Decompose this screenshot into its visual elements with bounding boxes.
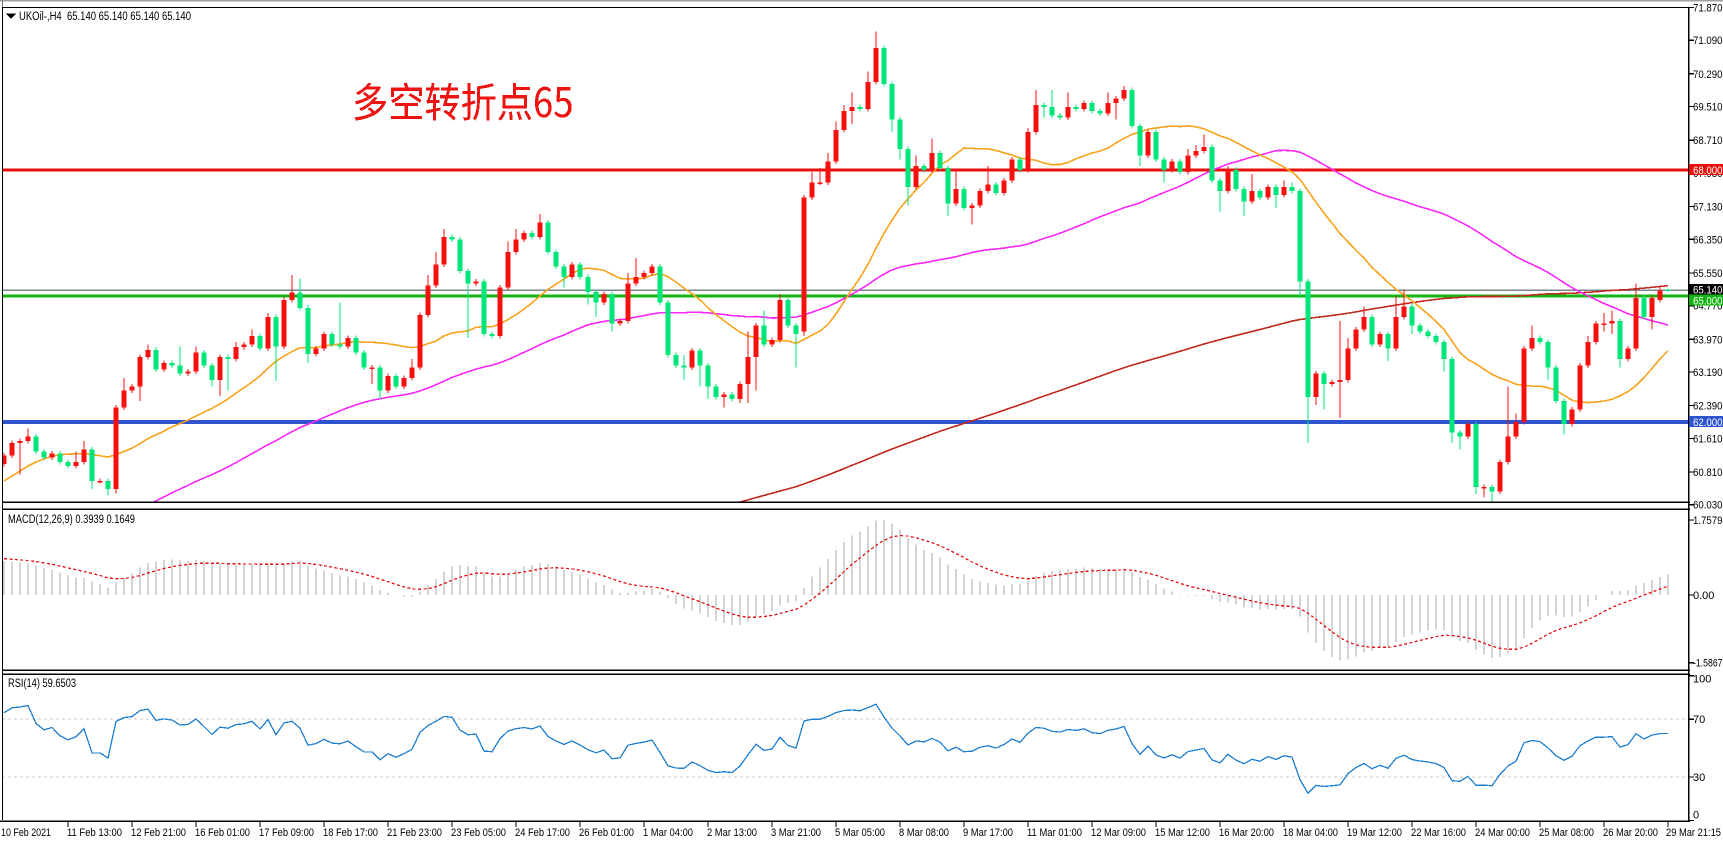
svg-text:0.00: 0.00 xyxy=(1693,590,1714,602)
svg-text:26 Feb 01:00: 26 Feb 01:00 xyxy=(579,827,634,839)
svg-text:60.030: 60.030 xyxy=(1693,500,1723,512)
svg-text:MACD(12,26,9) 0.3939 0.1649: MACD(12,26,9) 0.3939 0.1649 xyxy=(8,514,135,526)
svg-text:17 Feb 09:00: 17 Feb 09:00 xyxy=(259,827,314,839)
svg-text:-1.5867: -1.5867 xyxy=(1693,658,1723,670)
svg-text:19 Mar 12:00: 19 Mar 12:00 xyxy=(1347,827,1402,839)
svg-text:60.810: 60.810 xyxy=(1693,467,1723,479)
svg-text:66.350: 66.350 xyxy=(1693,234,1723,246)
svg-text:65.000: 65.000 xyxy=(1693,295,1723,307)
svg-text:30: 30 xyxy=(1693,772,1705,784)
svg-text:69.510: 69.510 xyxy=(1693,102,1723,114)
svg-text:12 Mar 09:00: 12 Mar 09:00 xyxy=(1091,827,1146,839)
svg-text:70.290: 70.290 xyxy=(1693,69,1723,81)
svg-text:16 Mar 20:00: 16 Mar 20:00 xyxy=(1219,827,1274,839)
svg-text:24 Mar 00:00: 24 Mar 00:00 xyxy=(1475,827,1530,839)
svg-text:16 Feb 01:00: 16 Feb 01:00 xyxy=(195,827,250,839)
svg-text:RSI(14) 59.6503: RSI(14) 59.6503 xyxy=(8,678,76,690)
svg-text:68.000: 68.000 xyxy=(1693,165,1723,177)
svg-text:100: 100 xyxy=(1693,674,1711,686)
svg-text:12 Feb 21:00: 12 Feb 21:00 xyxy=(131,827,186,839)
svg-text:1.7579: 1.7579 xyxy=(1693,515,1723,527)
svg-text:63.190: 63.190 xyxy=(1693,367,1723,379)
svg-text:63.970: 63.970 xyxy=(1693,334,1723,346)
svg-text:0: 0 xyxy=(1693,810,1699,822)
svg-text:24 Feb 17:00: 24 Feb 17:00 xyxy=(515,827,570,839)
svg-text:26 Mar 20:00: 26 Mar 20:00 xyxy=(1603,827,1658,839)
svg-text:22 Mar 16:00: 22 Mar 16:00 xyxy=(1411,827,1466,839)
svg-text:25 Mar 08:00: 25 Mar 08:00 xyxy=(1539,827,1594,839)
svg-text:62.000: 62.000 xyxy=(1693,417,1723,429)
svg-text:71.870: 71.870 xyxy=(1693,3,1723,15)
svg-text:9 Mar 17:00: 9 Mar 17:00 xyxy=(963,827,1013,839)
svg-text:8 Mar 08:00: 8 Mar 08:00 xyxy=(899,827,949,839)
svg-text:71.090: 71.090 xyxy=(1693,35,1723,47)
svg-text:70: 70 xyxy=(1693,714,1705,726)
svg-text:62.390: 62.390 xyxy=(1693,401,1723,413)
svg-text:2 Mar 13:00: 2 Mar 13:00 xyxy=(707,827,757,839)
svg-text:61.610: 61.610 xyxy=(1693,433,1723,445)
svg-text:10 Feb 2021: 10 Feb 2021 xyxy=(1,827,51,839)
svg-text:5 Mar 05:00: 5 Mar 05:00 xyxy=(835,827,885,839)
svg-text:18 Feb 17:00: 18 Feb 17:00 xyxy=(323,827,378,839)
svg-text:65.140: 65.140 xyxy=(1693,285,1723,297)
svg-text:21 Feb 23:00: 21 Feb 23:00 xyxy=(387,827,442,839)
svg-text:11 Feb 13:00: 11 Feb 13:00 xyxy=(67,827,122,839)
svg-text:23 Feb 05:00: 23 Feb 05:00 xyxy=(451,827,506,839)
svg-text:15 Mar 12:00: 15 Mar 12:00 xyxy=(1155,827,1210,839)
svg-text:11 Mar 01:00: 11 Mar 01:00 xyxy=(1027,827,1082,839)
svg-text:65.550: 65.550 xyxy=(1693,268,1723,280)
svg-text:67.130: 67.130 xyxy=(1693,202,1723,214)
svg-text:3 Mar 21:00: 3 Mar 21:00 xyxy=(771,827,821,839)
svg-text:29 Mar 21:15: 29 Mar 21:15 xyxy=(1666,827,1721,839)
svg-text:1 Mar 04:00: 1 Mar 04:00 xyxy=(643,827,693,839)
svg-text:UKOil-,H4 65.140 65.140 65.14: UKOil-,H4 65.140 65.140 65.140 65.140 xyxy=(19,11,191,23)
svg-text:68.710: 68.710 xyxy=(1693,135,1723,147)
svg-text:18 Mar 04:00: 18 Mar 04:00 xyxy=(1283,827,1338,839)
